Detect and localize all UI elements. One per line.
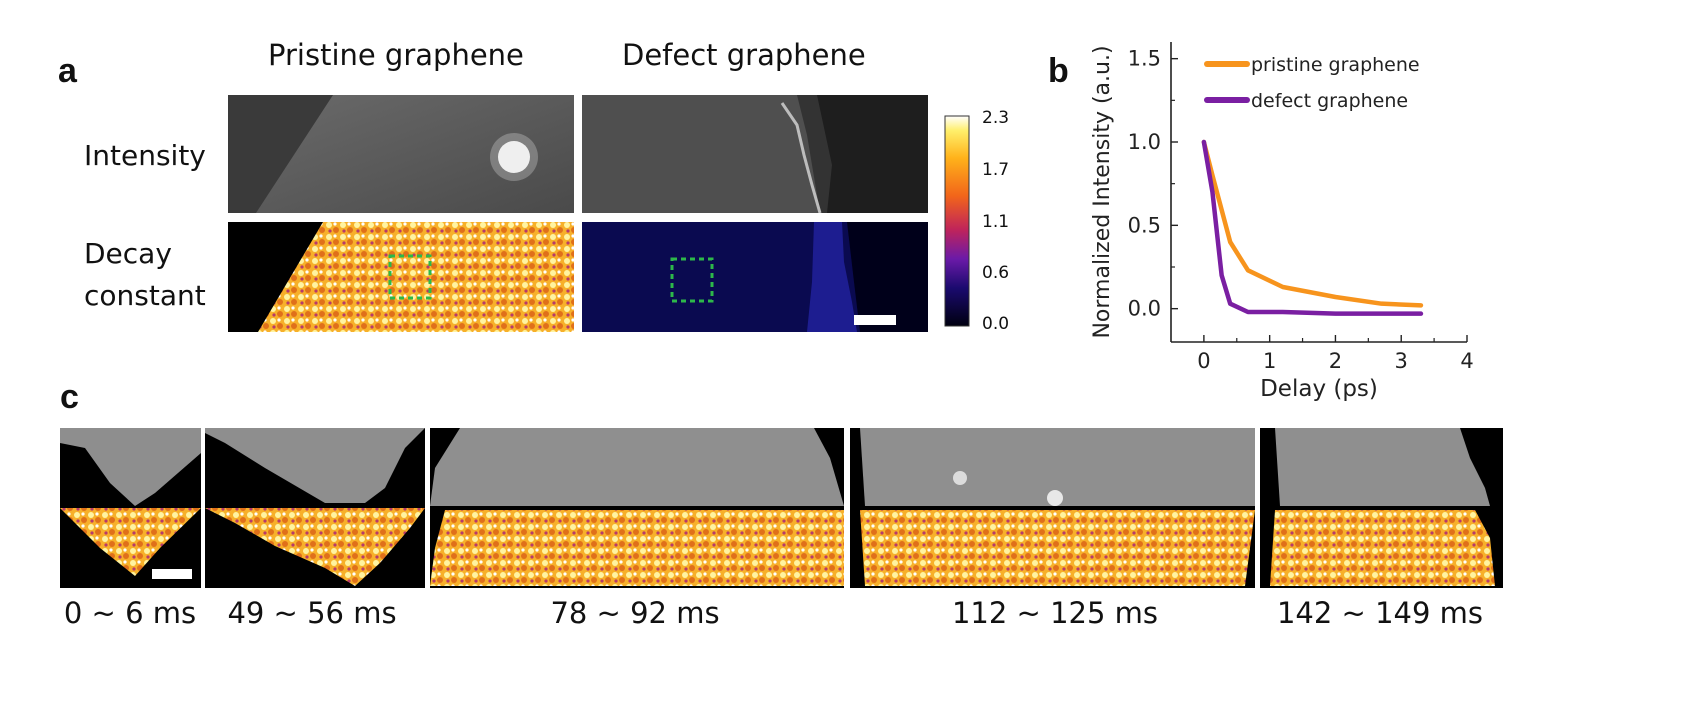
- x-axis-label: Delay (ps): [1260, 376, 1378, 402]
- time-label-1: 0 ~ 6 ms: [63, 596, 197, 630]
- legend-label-pristine: pristine graphene: [1251, 54, 1420, 76]
- x-tick-label: 3: [1395, 349, 1408, 373]
- colorbar-tick-1.1: 1.1: [982, 212, 1010, 232]
- image-frame-4: [850, 428, 1255, 588]
- image-frame-1: [60, 428, 201, 588]
- chart-decay-curves: 0.0 0.5 1.0 1.5 0 1 2 3 4 Delay (ps) Normalized In…: [1090, 42, 1474, 402]
- x-tick-label: 1: [1263, 349, 1276, 373]
- image-pristine-intensity: [228, 95, 574, 213]
- colorbar-tick-2.3: 2.3: [982, 108, 1010, 128]
- image-pristine-decay: [228, 222, 574, 332]
- colorbar-tick-1.7: 1.7: [982, 160, 1010, 180]
- x-tick-label: 0: [1197, 349, 1210, 373]
- y-tick-label: 1.5: [1128, 47, 1161, 71]
- y-tick-label: 0.5: [1128, 213, 1161, 237]
- time-label-4: 112 ~ 125 ms: [951, 596, 1159, 630]
- row-label-decay: Decay: [84, 237, 172, 270]
- col-title-defect: Defect graphene: [622, 38, 866, 72]
- time-label-2: 49 ~ 56 ms: [227, 596, 397, 630]
- y-tick-label: 1.0: [1128, 130, 1161, 154]
- legend-label-defect: defect graphene: [1251, 90, 1408, 112]
- roi-box-defect: [670, 257, 714, 303]
- image-defect-decay: [582, 222, 928, 332]
- image-defect-intensity: [582, 95, 928, 213]
- panel-a-letter: a: [58, 52, 77, 90]
- scale-bar-a: [854, 315, 896, 325]
- time-label-5: 142 ~ 149 ms: [1276, 596, 1484, 630]
- panel-c-letter: c: [60, 378, 79, 416]
- panel-b-letter: b: [1048, 52, 1069, 90]
- y-axis-label: Normalized Intensity (a.u.): [1090, 45, 1115, 338]
- row-label-intensity: Intensity: [84, 139, 206, 172]
- col-title-pristine: Pristine graphene: [268, 38, 524, 72]
- series-line-defect: [1201, 139, 1424, 316]
- row-label-constant: constant: [84, 279, 206, 312]
- scale-bar-c: [152, 569, 192, 579]
- image-frame-5: [1260, 428, 1503, 588]
- y-tick-label: 0.0: [1128, 297, 1161, 321]
- colorbar-tick-0.6: 0.6: [982, 263, 1010, 283]
- roi-box-pristine: [388, 254, 432, 300]
- colorbar: [944, 115, 970, 327]
- colorbar-tick-0.0: 0.0: [982, 314, 1010, 334]
- image-frame-3: [430, 428, 844, 588]
- x-tick-label: 4: [1460, 349, 1473, 373]
- series-line-pristine: [1201, 139, 1424, 308]
- time-label-3: 78 ~ 92 ms: [550, 596, 720, 630]
- image-frame-2: [205, 428, 425, 588]
- x-tick-label: 2: [1329, 349, 1342, 373]
